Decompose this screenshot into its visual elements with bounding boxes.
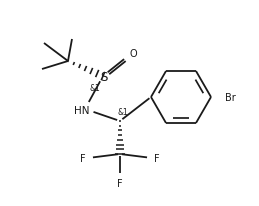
Text: HN: HN <box>74 105 90 115</box>
Text: F: F <box>80 153 86 163</box>
Text: &1: &1 <box>118 108 128 117</box>
Text: F: F <box>117 178 123 188</box>
Text: &1: &1 <box>90 84 100 93</box>
Text: S: S <box>100 71 108 84</box>
Text: F: F <box>154 153 160 163</box>
Text: Br: Br <box>225 92 236 103</box>
Text: O: O <box>129 49 137 59</box>
